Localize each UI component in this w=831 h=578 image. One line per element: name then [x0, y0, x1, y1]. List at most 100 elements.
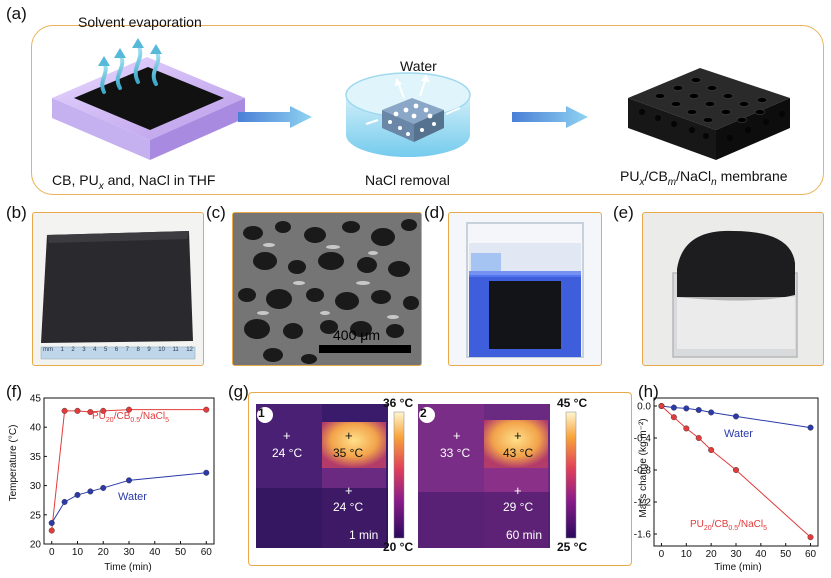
data-point [74, 491, 81, 498]
colorbar-max: 36 °C [383, 396, 414, 410]
caption-precursors: CB, PUx and, NaCl in THF [52, 172, 216, 192]
x-tick-label: 20 [706, 549, 718, 560]
thermal-reading: 43 °C [503, 446, 534, 460]
chart-f-series-label-water: Water [118, 491, 147, 503]
thermal-marker: + [345, 428, 353, 443]
colorbar-min: 20 °C [383, 540, 414, 554]
x-tick-label: 40 [149, 547, 161, 558]
panel-label-f: (f) [6, 382, 23, 401]
panel-label-c: (c) [206, 203, 226, 222]
x-tick-label: 30 [730, 549, 742, 560]
data-point [203, 469, 210, 476]
thermal-index-2: 2 [420, 406, 427, 420]
x-tick-label: 60 [201, 547, 213, 558]
data-point [61, 498, 68, 505]
ruler-tick: 1 [60, 347, 64, 353]
ruler-tick: 10 [158, 347, 165, 353]
x-tick-label: 50 [175, 547, 187, 558]
thermal-reading: 33 °C [440, 446, 471, 460]
x-tick-label: 50 [780, 549, 792, 560]
panel-label-g: (g) [228, 382, 249, 401]
data-point [48, 519, 55, 526]
ruler-tick: 11 [172, 347, 179, 353]
thermal-reading: 24 °C [272, 446, 303, 460]
data-point [807, 534, 814, 541]
colorbar-max: 45 °C [557, 396, 588, 410]
data-point [670, 404, 677, 411]
chart-h-ylabel: Mass change (kg m⁻²) [638, 418, 649, 517]
panel-label-h: (h) [638, 382, 659, 401]
process-arrow-1 [238, 106, 312, 128]
panel-label-a: (a) [6, 4, 27, 23]
chart-h-series-label-pu: PU20/CB0.5/NaCl5 [690, 519, 767, 532]
data-point [732, 466, 739, 473]
thermal-index-1: 1 [258, 406, 265, 420]
data-point [125, 477, 132, 484]
ruler-unit: mm [43, 347, 53, 353]
data-point [203, 406, 210, 413]
panel-label-d: (d) [424, 203, 445, 222]
sem-image: 400 μm [232, 212, 422, 366]
solvent-evaporation-label: Solvent evaporation [78, 14, 202, 30]
membrane-photo: mm 1 2 3 4 5 6 7 8 9 10 11 12 [32, 212, 204, 366]
cup-photo [642, 212, 824, 366]
thermal-reading: 29 °C [503, 500, 534, 514]
ruler: mm 1 2 3 4 5 6 7 8 9 10 11 12 [43, 347, 193, 359]
caption-nacl-removal: NaCl removal [365, 172, 450, 188]
data-point [695, 407, 702, 414]
chart-h-xlabel: Time (min) [714, 562, 761, 573]
data-point [48, 527, 55, 534]
ruler-tick: 6 [114, 347, 119, 353]
thermal-graphics [256, 404, 577, 548]
data-point [807, 424, 814, 431]
thermal-marker: + [453, 428, 461, 443]
ruler-tick: 12 [186, 347, 193, 353]
thermal-marker: + [345, 483, 353, 498]
chart-f-ylabel: Temperature (°C) [8, 425, 19, 502]
evaporation-tray [52, 57, 245, 160]
ruler-tick: 4 [93, 347, 97, 353]
colorbar-min: 25 °C [557, 540, 588, 554]
data-point [683, 405, 690, 412]
panel-label-e: (e) [613, 203, 634, 222]
thermal-reading: 24 °C [333, 500, 364, 514]
porous-membrane [628, 68, 790, 160]
chart-h-series-label-water: Water [724, 428, 753, 440]
data-point [708, 409, 715, 416]
ruler-tick: 3 [82, 347, 86, 353]
y-tick-label: 25 [30, 510, 42, 521]
caption-membrane: PUx/CBm/NaCln membrane [620, 168, 788, 188]
y-tick-label: -1.2 [634, 498, 652, 509]
data-point [708, 447, 715, 454]
steam-arrowheads [98, 38, 162, 66]
chart-h: Mass change (kg m⁻²) Time (min) 0 10 20 30 4… [634, 397, 819, 573]
water-label: Water [400, 58, 437, 74]
ruler-tick: 5 [103, 347, 108, 353]
x-tick-label: 40 [755, 549, 767, 560]
data-point [100, 484, 107, 491]
data-point [74, 407, 81, 414]
data-point [658, 402, 665, 409]
y-tick-label: 0.0 [637, 402, 651, 413]
thermal-reading: 35 °C [333, 446, 364, 460]
thermal-marker: + [283, 428, 291, 443]
data-point [683, 425, 690, 432]
thermal-marker: + [514, 428, 522, 443]
thermal-time: 1 min [349, 528, 379, 542]
ruler-tick: 2 [71, 347, 75, 353]
chart-f: Temperature (°C) Time (min) 0 10 20 30 40 50 6… [8, 394, 215, 573]
panel-label-b: (b) [6, 203, 27, 222]
y-tick-label: -0.8 [634, 466, 652, 477]
thermal-marker: + [514, 483, 522, 498]
y-tick-label: 30 [30, 481, 42, 492]
data-point [670, 414, 677, 421]
x-tick-label: 0 [49, 547, 55, 558]
y-tick-label: 20 [30, 540, 42, 551]
data-point [125, 406, 132, 413]
schematic-frame [31, 25, 824, 195]
water-dish [345, 72, 471, 157]
y-tick-label: -1.6 [634, 530, 652, 541]
schematic-graphics [52, 38, 790, 160]
data-point [87, 409, 94, 416]
